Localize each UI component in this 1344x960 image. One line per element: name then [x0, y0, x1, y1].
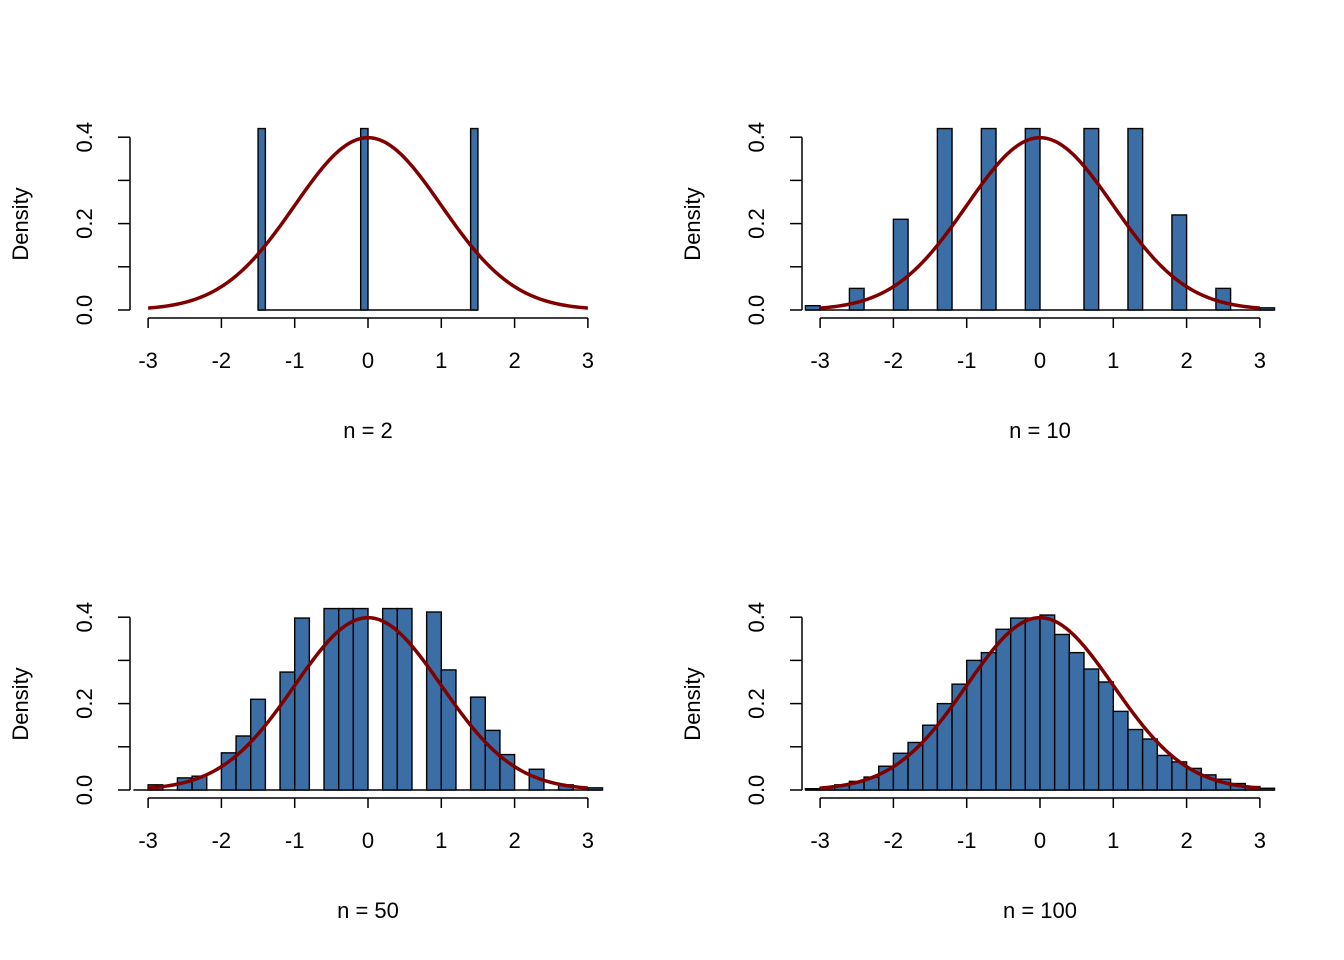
x-axis-title: n = 100 [1003, 898, 1077, 923]
x-tick-label: -3 [138, 348, 158, 373]
normal-density-curve [147, 135, 589, 310]
y-tick-label: 0.0 [72, 295, 97, 326]
y-tick-label: 0.4 [72, 602, 97, 633]
y-tick-label: 0.4 [744, 602, 769, 633]
histogram-bar [1141, 738, 1158, 791]
y-axis-title: Density [8, 187, 33, 260]
x-tick-label: -2 [212, 348, 232, 373]
x-tick-label: -3 [810, 348, 830, 373]
histogram-bar [1259, 307, 1276, 311]
x-tick-label: 1 [1107, 348, 1119, 373]
histogram-bar [804, 788, 821, 791]
y-tick-label: 0.2 [72, 208, 97, 239]
x-tick-label: -2 [884, 828, 904, 853]
histogram-bar [294, 617, 311, 791]
x-tick-label: 3 [1254, 828, 1266, 853]
x-tick-label: 1 [435, 828, 447, 853]
histogram-bar [1127, 728, 1144, 791]
histogram-bar [980, 127, 997, 311]
x-tick-label: 1 [435, 348, 447, 373]
x-tick-label: 0 [1034, 348, 1046, 373]
x-tick-label: 0 [362, 828, 374, 853]
x-tick-label: -3 [138, 828, 158, 853]
y-axis-title: Density [680, 187, 705, 260]
x-tick-label: -2 [212, 828, 232, 853]
histogram-bar [1053, 633, 1071, 791]
y-tick-label: 0.4 [72, 122, 97, 153]
x-tick-label: 2 [508, 828, 520, 853]
y-tick-label: 0.2 [744, 208, 769, 239]
normal-density-curve [819, 135, 1261, 310]
histogram-bar [1024, 617, 1041, 791]
x-tick-label: -1 [957, 348, 977, 373]
x-tick-label: 1 [1107, 828, 1119, 853]
histogram-bar [1068, 651, 1085, 791]
y-tick-label: 0.0 [744, 775, 769, 806]
y-tick-label: 0.4 [744, 122, 769, 153]
panel-n2: -3 -2 -1 0 1 2 3 0.0 0.2 0.4 Density n = 2 [8, 122, 594, 443]
x-tick-label: 3 [582, 828, 594, 853]
x-axis-title: n = 50 [337, 898, 399, 923]
panel-n10: -3 -2 -1 0 1 2 3 0.0 0.2 0.4 Density n = 10 [680, 122, 1276, 443]
histogram-bar [1112, 710, 1129, 791]
histogram-bar [1024, 127, 1041, 311]
histogram-bar [804, 304, 821, 311]
x-axis-title: n = 2 [343, 418, 393, 443]
x-tick-label: 3 [582, 348, 594, 373]
histogram-bar [250, 698, 267, 791]
histogram-bar [980, 651, 997, 791]
histogram-bar [1259, 787, 1276, 791]
histogram-bar [1097, 681, 1115, 791]
x-tick-label: -1 [957, 828, 977, 853]
histogram-bar [257, 127, 267, 311]
histogram-bar [396, 607, 413, 791]
histogram-bar [1039, 614, 1056, 791]
normal-density-curve [147, 615, 589, 790]
x-tick-label: -1 [285, 348, 305, 373]
x-tick-label: -1 [285, 828, 305, 853]
histogram-bar [1171, 214, 1188, 311]
x-tick-label: 0 [362, 348, 374, 373]
x-tick-label: -2 [884, 348, 904, 373]
histogram-bar [469, 127, 479, 311]
histogram-bar [381, 607, 399, 791]
histogram-bar [1083, 127, 1100, 311]
x-tick-label: 2 [1180, 348, 1192, 373]
x-axis-title: n = 10 [1009, 418, 1071, 443]
histogram-bar [587, 787, 604, 791]
y-axis-title: Density [680, 667, 705, 740]
histogram-bar [359, 127, 369, 311]
x-tick-label: 0 [1034, 828, 1046, 853]
histogram-bar [1083, 668, 1100, 791]
histogram-bar [995, 628, 1012, 791]
histogram-bar [1127, 127, 1144, 311]
histogram-bar [337, 607, 355, 791]
histogram-bar [469, 696, 486, 791]
y-tick-label: 0.2 [744, 688, 769, 719]
histogram-bar [892, 218, 909, 311]
histogram-bar [1156, 754, 1173, 791]
x-tick-label: 3 [1254, 348, 1266, 373]
y-tick-label: 0.2 [72, 688, 97, 719]
histogram-bar [425, 611, 443, 791]
histogram-bar [484, 729, 501, 791]
y-axis-title: Density [8, 667, 33, 740]
histogram-bar [1009, 617, 1027, 791]
normal-density-curve [819, 615, 1261, 790]
x-tick-label: 2 [508, 348, 520, 373]
y-tick-label: 0.0 [744, 295, 769, 326]
x-tick-label: 2 [1180, 828, 1192, 853]
histogram-bar [352, 607, 369, 791]
histogram-bar [936, 127, 953, 311]
y-tick-label: 0.0 [72, 775, 97, 806]
panel-n100: -3 -2 -1 0 1 2 3 0.0 0.2 0.4 Density n = 100 [680, 602, 1276, 923]
histogram-bar [951, 683, 968, 791]
panel-n50: -3 -2 -1 0 1 2 3 0.0 0.2 0.4 Density n = 50 [8, 602, 604, 923]
x-tick-label: -3 [810, 828, 830, 853]
